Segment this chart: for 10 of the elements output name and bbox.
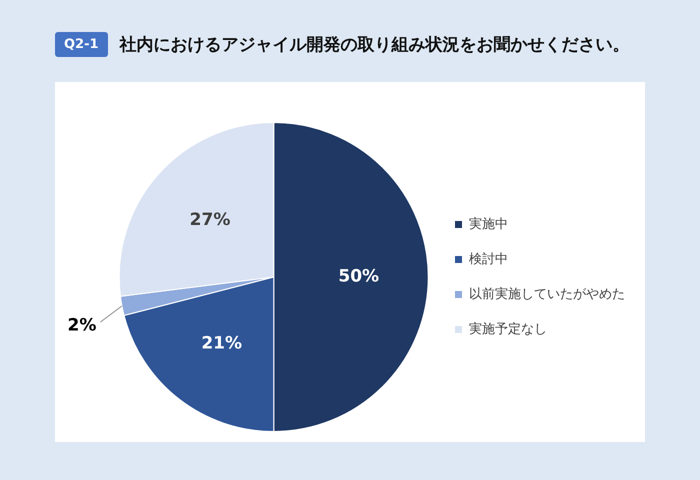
legend-label: 実施予定なし bbox=[469, 320, 547, 337]
legend-label: 実施中 bbox=[469, 216, 508, 232]
data-label: 50% bbox=[338, 266, 380, 286]
legend-label: 検討中 bbox=[469, 252, 508, 267]
data-label: 27% bbox=[190, 210, 230, 230]
data-label: 21% bbox=[201, 334, 242, 354]
chart-title: 社内におけるアジャイル開発の取り組み状況をお聞かせください。 bbox=[120, 34, 630, 56]
data-label: 2% bbox=[68, 315, 96, 336]
text: Q2-1 bbox=[55, 32, 108, 57]
legend-label: 以前実施していたがやめた bbox=[469, 286, 625, 302]
